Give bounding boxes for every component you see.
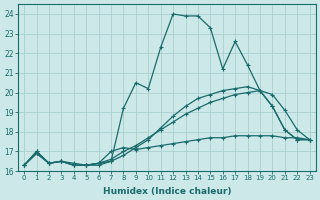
X-axis label: Humidex (Indice chaleur): Humidex (Indice chaleur) [103, 187, 231, 196]
